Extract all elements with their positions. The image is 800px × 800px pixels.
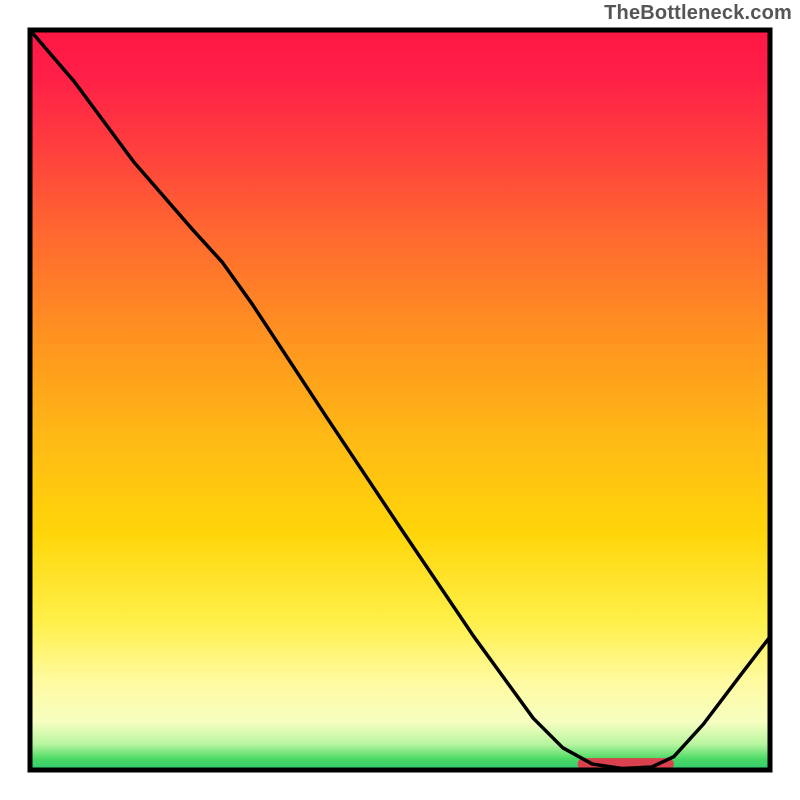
chart-svg [0, 0, 800, 800]
bottleneck-chart [0, 0, 800, 800]
gradient-background [30, 30, 770, 770]
site-watermark: TheBottleneck.com [604, 2, 792, 25]
